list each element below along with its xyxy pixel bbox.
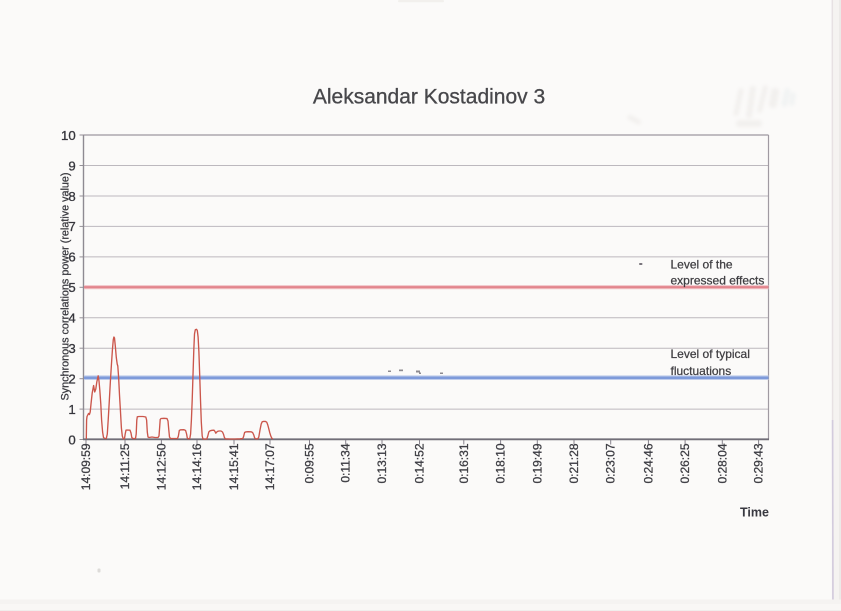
svg-text:0:14:52: 0:14:52 [413, 443, 427, 483]
svg-text:0:29:43: 0:29:43 [752, 443, 766, 483]
svg-text:0:23:07: 0:23:07 [604, 443, 618, 483]
svg-text:6: 6 [68, 250, 75, 265]
svg-text:7: 7 [68, 219, 75, 234]
svg-text:0:11:34: 0:11:34 [339, 443, 353, 482]
svg-text:14:09:59: 14:09:59 [79, 443, 93, 490]
svg-text:0:28:04: 0:28:04 [715, 443, 729, 483]
svg-text:0:21:28: 0:21:28 [567, 443, 581, 483]
svg-text:0:16:31: 0:16:31 [457, 443, 471, 483]
svg-text:1: 1 [68, 402, 75, 417]
svg-text:0: 0 [68, 432, 75, 447]
svg-text:Level of the: Level of the [671, 258, 733, 272]
svg-text:0:24:46: 0:24:46 [641, 443, 655, 483]
svg-text:0:18:10: 0:18:10 [494, 443, 508, 483]
svg-text:5: 5 [68, 280, 75, 295]
svg-text:Synchronous correlations power: Synchronous correlations power (relative… [59, 172, 71, 400]
svg-text:Aleksandar Kostadinov 3: Aleksandar Kostadinov 3 [313, 86, 545, 109]
svg-text:14:15:41: 14:15:41 [227, 443, 241, 490]
svg-text:14:12:50: 14:12:50 [154, 443, 168, 490]
svg-text:10: 10 [61, 128, 76, 143]
svg-text:4: 4 [68, 311, 75, 326]
svg-text:14:17:07: 14:17:07 [263, 443, 277, 490]
svg-text:0:26:25: 0:26:25 [678, 443, 692, 483]
svg-text:Level of typical: Level of typical [671, 347, 750, 361]
svg-text:14:14:16: 14:14:16 [190, 443, 204, 490]
svg-text:0:13:13: 0:13:13 [375, 443, 389, 483]
svg-text:8: 8 [68, 189, 75, 204]
svg-text:0:09:55: 0:09:55 [303, 443, 317, 483]
svg-text:9: 9 [68, 158, 75, 173]
svg-text:14:11:25: 14:11:25 [118, 443, 132, 489]
svg-text:Time: Time [740, 506, 769, 520]
svg-text:expressed effects: expressed effects [671, 274, 765, 288]
svg-text:fluctuations: fluctuations [671, 364, 732, 378]
svg-text:0:19:49: 0:19:49 [530, 443, 544, 483]
svg-text:3: 3 [68, 341, 75, 356]
svg-text:2: 2 [68, 372, 75, 387]
